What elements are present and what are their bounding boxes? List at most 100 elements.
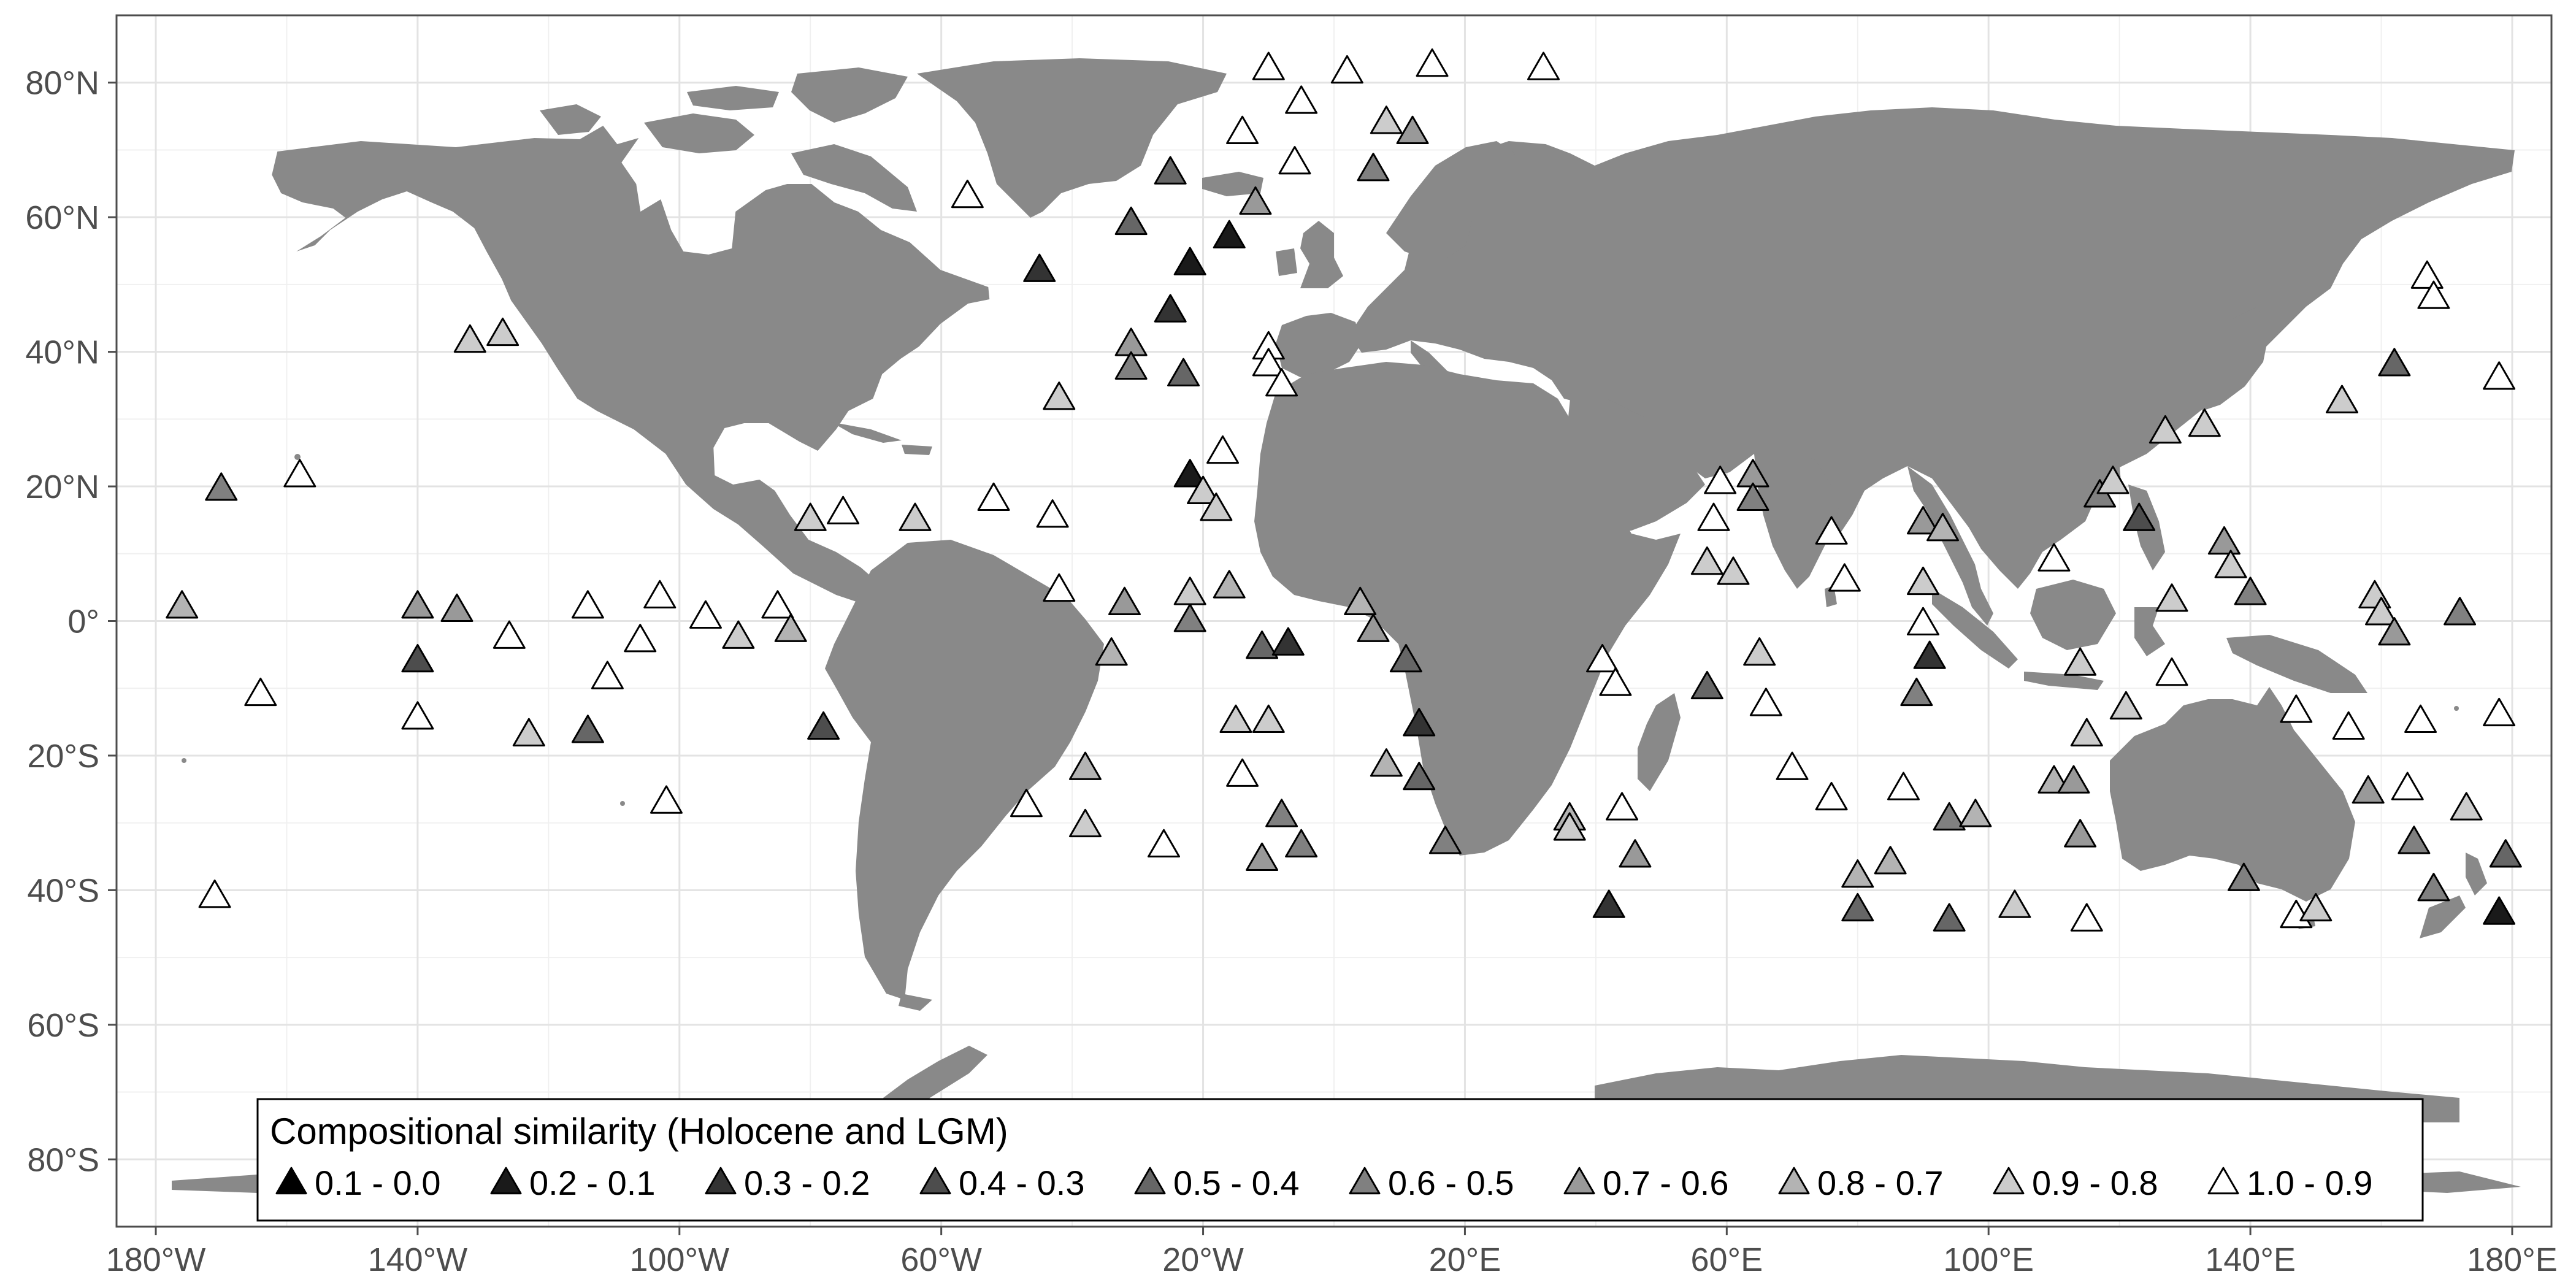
site-marker [1697, 502, 1730, 531]
landmass-south-america [825, 540, 1104, 1000]
landmass-sumatra [1932, 589, 2018, 669]
site-marker [1285, 829, 1318, 858]
landmass-scandinavia [1386, 141, 1515, 258]
legend-label: 1.0 - 0.9 [2247, 1163, 2372, 1202]
landmass-ellesmere-island [791, 67, 908, 123]
site-marker [1704, 466, 1737, 494]
site-marker [1553, 812, 1586, 841]
site-marker [1154, 294, 1187, 323]
site-marker [2109, 691, 2142, 720]
landmass-ireland [1276, 248, 1297, 276]
landmass-great-britain [1300, 221, 1343, 288]
site-marker [1271, 627, 1305, 656]
site-marker [2070, 718, 2103, 746]
site-marker [1148, 829, 1181, 858]
site-marker [1841, 892, 1874, 922]
legend-label: 0.7 - 0.6 [1603, 1163, 1728, 1202]
site-marker [1206, 435, 1240, 464]
site-marker [1403, 708, 1436, 737]
site-marker [2444, 597, 2477, 626]
x-tick-label: 60°W [900, 1241, 982, 1278]
landmass-victoria-island [644, 113, 754, 153]
site-marker [2037, 543, 2071, 572]
site-marker [1265, 368, 1298, 397]
x-tick-label: 100°W [629, 1241, 729, 1278]
site-marker [1167, 358, 1200, 386]
legend-label: 0.3 - 0.2 [744, 1163, 870, 1202]
landmass-japan [2202, 307, 2269, 411]
site-marker [1173, 459, 1206, 488]
x-tick-label: 20°E [1429, 1241, 1501, 1278]
site-marker [1906, 506, 1939, 535]
site-marker [1926, 513, 1959, 542]
legend-swatch [1563, 1167, 1595, 1195]
legend-swatch [1993, 1167, 2025, 1195]
site-marker [722, 620, 755, 649]
site-marker [1933, 802, 1966, 831]
site-marker [166, 590, 199, 619]
site-marker [1036, 499, 1069, 528]
site-marker [1717, 556, 1750, 585]
site-marker [1278, 146, 1311, 175]
site-marker [2378, 617, 2411, 646]
legend: Compositional similarity (Holocene and L… [256, 1098, 2424, 1222]
landmass-hokkaido [2269, 282, 2294, 307]
site-marker [1068, 808, 1102, 838]
site-marker [1592, 889, 1625, 918]
legend-label: 0.5 - 0.4 [1173, 1163, 1299, 1202]
site-marker [2188, 408, 2221, 437]
x-tick-label: 140°E [2205, 1241, 2296, 1278]
landmass-new-zealand-south [2420, 895, 2466, 938]
site-marker [2352, 775, 2385, 804]
landmass-hispaniola [902, 445, 932, 455]
site-marker [2057, 765, 2090, 794]
site-marker [198, 880, 231, 908]
site-marker [650, 785, 683, 814]
site-marker [2207, 526, 2241, 555]
site-marker [401, 643, 434, 673]
site-marker [899, 502, 932, 531]
site-marker [2299, 892, 2333, 922]
site-marker [2378, 348, 2411, 377]
site-marker [1815, 516, 1848, 545]
site-marker [1998, 889, 2031, 918]
y-tick-label: 20°N [25, 469, 99, 505]
site-marker [493, 620, 526, 649]
legend-label: 0.9 - 0.8 [2032, 1163, 2158, 1202]
site-marker [761, 590, 794, 619]
x-tick-label: 100°E [1943, 1241, 2034, 1278]
site-marker [951, 179, 984, 209]
site-marker [1200, 493, 1233, 521]
legend-swatch [1349, 1167, 1381, 1195]
landmass-new-guinea [2226, 635, 2367, 693]
site-marker [1252, 52, 1285, 80]
site-marker [1933, 903, 1966, 932]
site-marker [1108, 586, 1141, 616]
site-marker [1428, 826, 1462, 854]
site-marker [571, 715, 604, 743]
site-marker [977, 482, 1010, 511]
site-marker [2417, 280, 2450, 309]
site-marker [2483, 361, 2516, 390]
y-axis-tick-labels: 80°N 60°N 40°N 20°N 0° 20°S 40°S 60°S 80°S [25, 65, 99, 1179]
landmass-madagascar [1638, 693, 1681, 791]
site-marker [453, 324, 486, 353]
landmass-java [2024, 672, 2104, 690]
site-marker [591, 661, 624, 689]
legend-swatch [705, 1167, 737, 1195]
legend-swatch [1134, 1167, 1166, 1195]
site-marker [2096, 466, 2129, 494]
site-marker [1213, 220, 1246, 249]
x-axis-tick-labels: 180°W 140°W 100°W 60°W 20°W 20°E 60°E 100°E 140°… [106, 1241, 2558, 1278]
site-marker [1887, 772, 1920, 800]
landmass-sulawesi [2134, 607, 2165, 656]
legend-label: 0.1 - 0.0 [315, 1163, 440, 1202]
site-marker [1690, 546, 1723, 575]
site-marker [2234, 577, 2267, 605]
site-marker [1114, 206, 1148, 236]
site-marker [244, 677, 277, 707]
site-marker [2417, 873, 2450, 902]
site-marker [1586, 643, 1619, 673]
site-marker [1743, 637, 1776, 666]
